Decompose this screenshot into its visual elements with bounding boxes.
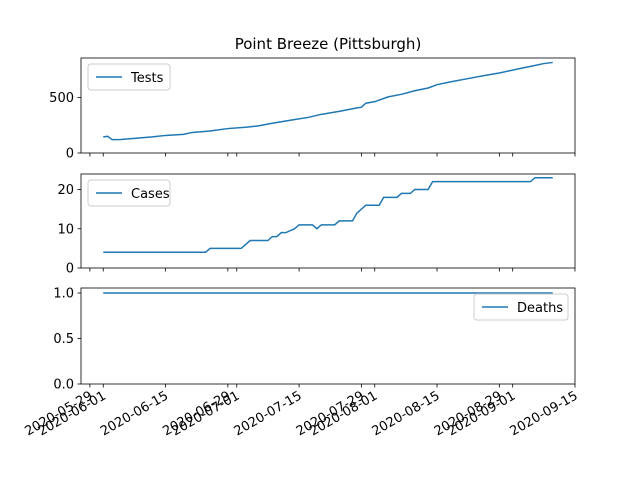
y-tick-label: 0.0 xyxy=(53,378,74,393)
y-tick-label: 0 xyxy=(66,262,74,277)
legend: Tests xyxy=(87,63,171,91)
data-line xyxy=(103,61,553,141)
legend-box xyxy=(87,63,171,91)
axes-frame xyxy=(80,173,576,269)
y-tick-label: 500 xyxy=(49,91,74,106)
chart-title: Point Breeze (Pittsburgh) xyxy=(235,35,422,53)
y-tick-label: 1.0 xyxy=(53,287,74,302)
x-tick-label: 2020-09-15 xyxy=(508,389,581,440)
legend-label: Cases xyxy=(131,187,170,202)
axes-frame xyxy=(80,57,576,154)
legend-label: Tests xyxy=(130,71,164,86)
axes-frame xyxy=(80,287,576,385)
data-line xyxy=(103,176,553,254)
y-tick-label: 20 xyxy=(57,183,74,198)
legend: Deaths xyxy=(473,293,569,321)
y-tick-label: 0 xyxy=(66,147,74,162)
legend: Cases xyxy=(87,179,171,207)
x-tick-label: 2020-08-15 xyxy=(370,389,443,440)
x-tick-label: 2020-06-15 xyxy=(98,389,171,440)
legend-box xyxy=(87,179,171,207)
y-tick-label: 0.5 xyxy=(53,332,74,347)
y-tick-label: 10 xyxy=(57,222,74,237)
x-tick-label: 2020-07-15 xyxy=(232,389,305,440)
legend-box xyxy=(473,293,569,321)
legend-label: Deaths xyxy=(517,301,563,316)
